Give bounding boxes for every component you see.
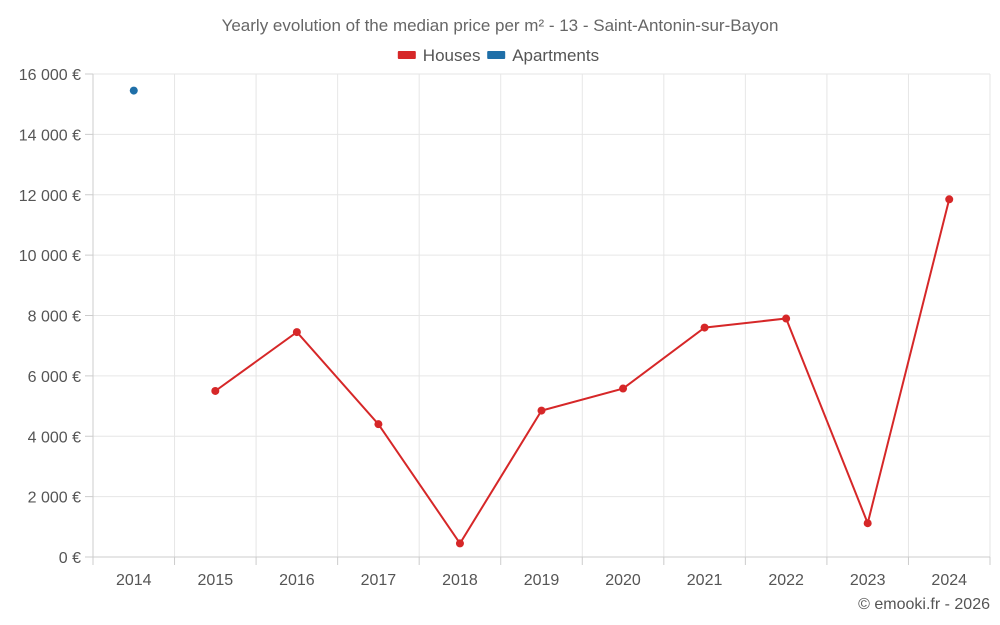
data-point-houses[interactable] <box>945 195 954 204</box>
legend-item-houses[interactable]: Houses <box>397 46 481 65</box>
series-houses <box>211 195 954 548</box>
y-tick-label: 0 € <box>59 550 81 567</box>
grid <box>92 73 991 557</box>
x-tick-label: 2016 <box>279 572 315 589</box>
data-point-apartments[interactable] <box>129 86 138 95</box>
y-tick-label: 8 000 € <box>28 309 81 326</box>
x-tick-label: 2017 <box>361 572 397 589</box>
data-point-houses[interactable] <box>863 519 872 528</box>
data-point-houses[interactable] <box>455 539 464 548</box>
data-point-houses[interactable] <box>619 384 628 393</box>
legend-item-apartments[interactable]: Apartments <box>487 46 599 65</box>
x-tick-label: 2019 <box>524 572 560 589</box>
x-tick-label: 2024 <box>931 572 967 589</box>
x-tick-label: 2015 <box>198 572 234 589</box>
y-tick-label: 10 000 € <box>19 248 81 265</box>
y-tick-label: 4 000 € <box>28 429 81 446</box>
x-tick-label: 2021 <box>687 572 723 589</box>
y-tick-label: 14 000 € <box>19 127 81 144</box>
data-point-houses[interactable] <box>700 323 709 332</box>
x-tick-label: 2022 <box>768 572 804 589</box>
y-tick-label: 12 000 € <box>19 188 81 205</box>
credit-text: © emooki.fr - 2026 <box>858 596 990 613</box>
y-tick-label: 2 000 € <box>28 490 81 507</box>
x-tick-label: 2014 <box>116 572 152 589</box>
legend: Houses Apartments <box>397 46 599 65</box>
data-point-houses[interactable] <box>211 386 220 395</box>
legend-label: Apartments <box>512 46 599 65</box>
x-tick-label: 2018 <box>442 572 478 589</box>
chart-title: Yearly evolution of the median price per… <box>222 16 779 35</box>
series-layer <box>129 86 954 548</box>
data-point-houses[interactable] <box>292 328 301 337</box>
x-tick-label: 2020 <box>605 572 641 589</box>
series-apartments <box>129 86 138 95</box>
legend-swatch <box>487 51 506 59</box>
data-point-houses[interactable] <box>537 406 546 415</box>
series-line-houses <box>214 199 951 546</box>
y-tick-label: 6 000 € <box>28 369 81 386</box>
data-point-houses[interactable] <box>782 314 791 323</box>
legend-label: Houses <box>423 46 481 65</box>
axes: 0 € 2 000 € 4 000 € 6 000 € 8 000 € 10 000 € 1… <box>19 67 991 589</box>
legend-swatch <box>397 51 416 59</box>
data-point-houses[interactable] <box>374 420 383 429</box>
x-tick-label: 2023 <box>850 572 886 589</box>
y-tick-label: 16 000 € <box>19 67 81 84</box>
